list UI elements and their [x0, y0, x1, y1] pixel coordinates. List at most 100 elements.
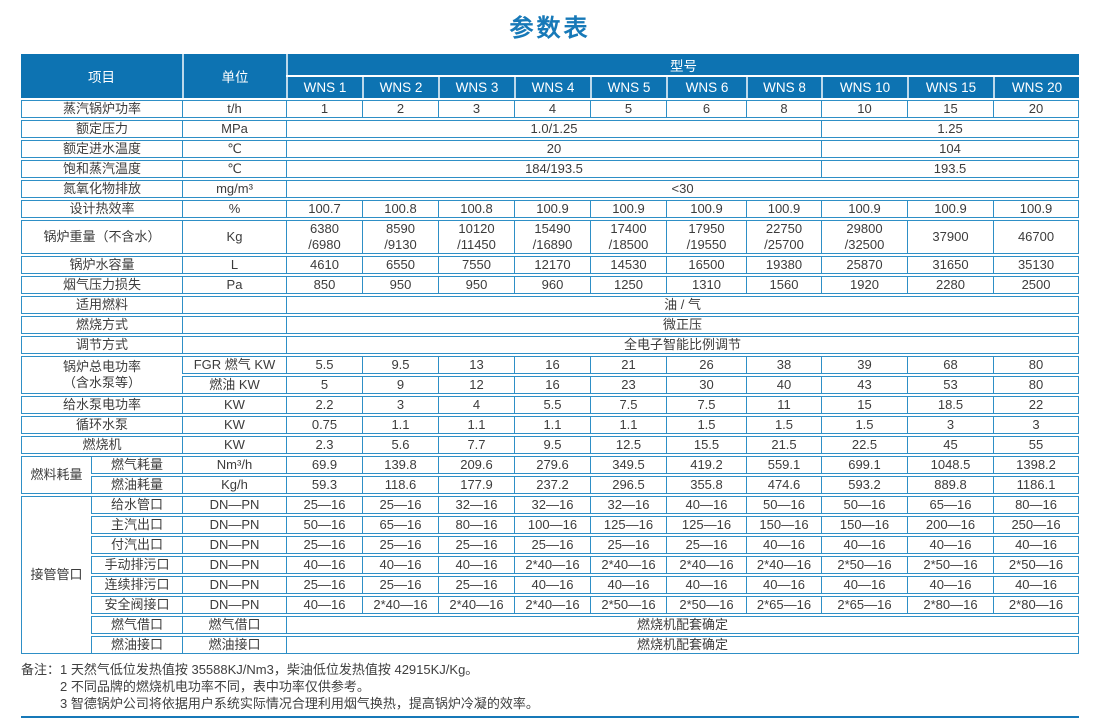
table-cell: 5.6 [362, 436, 438, 454]
table-cell: 17950 /19550 [666, 220, 746, 254]
table-row: 蒸汽锅炉功率 t/h 1 2 3 4 5 6 8 10 15 20 [21, 100, 1080, 118]
table-cell: 15.5 [666, 436, 746, 454]
table-cell: Pa [182, 276, 286, 294]
table-cell: 燃烧机配套确定 [286, 636, 1080, 654]
table-cell: 8590 /9130 [362, 220, 438, 254]
table-cell: 给水管口 [91, 496, 182, 514]
table-cell: KW [182, 416, 286, 434]
table-cell: 65—16 [907, 496, 993, 514]
table-cell: 燃烧方式 [21, 316, 182, 334]
table-row: 项目 单位 型号 [21, 54, 1080, 98]
table-cell: 25—16 [666, 536, 746, 554]
table-cell: 15 [821, 396, 907, 414]
table-cell: 22.5 [821, 436, 907, 454]
table-cell: 474.6 [746, 476, 821, 494]
note-line: 2 不同品牌的燃烧机电功率不同，表中功率仅供参考。 [60, 679, 370, 694]
table-cell: 100.9 [821, 200, 907, 218]
table-cell: 2280 [907, 276, 993, 294]
table-cell [182, 296, 286, 314]
table-cell: 3 [993, 416, 1080, 434]
table-cell: 2*40—16 [590, 556, 666, 574]
table-cell: 80 [993, 356, 1080, 374]
table-row: 给水泵电功率 KW 2.2 3 4 5.5 7.5 7.5 11 15 18.5 22 [21, 396, 1080, 414]
table-row: 安全阀接口 DN—PN 40—16 2*40—16 2*40—16 2*40—16 2*50… [21, 596, 1080, 614]
table-cell: 1.0/1.25 [286, 120, 821, 138]
note-line: 3 智德锅炉公司将依据用户系统实际情况合理利用烟气换热，提高锅炉冷凝的效率。 [60, 696, 539, 711]
header-cell: WNS 8 [746, 77, 821, 98]
table-cell: 25—16 [286, 576, 362, 594]
table-cell: 69.9 [286, 456, 362, 474]
table-cell: 26 [666, 356, 746, 374]
table-cell: 40—16 [286, 596, 362, 614]
table-row: 锅炉水容量 L 4610 6550 7550 12170 14530 16500 19380 25… [21, 256, 1080, 274]
table-cell: 68 [907, 356, 993, 374]
table-cell: 设计热效率 [21, 200, 182, 218]
table-cell: 燃油接口 [182, 636, 286, 654]
table-row: 烟气压力损失 Pa 850 950 950 960 1250 1310 1560 1920 2280… [21, 276, 1080, 294]
table-cell: 7.5 [590, 396, 666, 414]
table-cell: 593.2 [821, 476, 907, 494]
table-cell: 100.8 [362, 200, 438, 218]
table-cell: 主汽出口 [91, 516, 182, 534]
table-cell: 燃油接口 [91, 636, 182, 654]
table-cell: 12 [438, 376, 514, 394]
table-cell: 50—16 [821, 496, 907, 514]
table-cell: 37900 [907, 220, 993, 254]
notes: 备注： 1 天然气低位发热值按 35588KJ/Nm3，柴油低位发热值按 429… [21, 661, 1079, 712]
header-cell: WNS 15 [907, 77, 993, 98]
table-cell: 2*40—16 [666, 556, 746, 574]
table-cell: 40—16 [993, 536, 1080, 554]
table-row: 氮氧化物排放 mg/m³ <30 [21, 180, 1080, 198]
table-cell: 12170 [514, 256, 590, 274]
table-cell: ℃ [182, 140, 286, 158]
page-title: 参数表 [509, 15, 591, 42]
table-row: 主汽出口 DN—PN 50—16 65—16 80—16 100—16 125—16 125—… [21, 516, 1080, 534]
table-cell: 1.1 [590, 416, 666, 434]
table-row: 燃油接口 燃油接口 燃烧机配套确定 [21, 636, 1080, 654]
table-cell: 40—16 [907, 576, 993, 594]
table-cell: 40—16 [514, 576, 590, 594]
table-cell: 80—16 [993, 496, 1080, 514]
table-cell: 193.5 [821, 160, 1080, 178]
table-cell: L [182, 256, 286, 274]
table-cell: 32—16 [438, 496, 514, 514]
table-cell: 139.8 [362, 456, 438, 474]
table-cell: 手动排污口 [91, 556, 182, 574]
table-cell: 889.8 [907, 476, 993, 494]
table-cell: 21 [590, 356, 666, 374]
table-cell: 6550 [362, 256, 438, 274]
table-cell: 10120 /11450 [438, 220, 514, 254]
table-cell: 给水泵电功率 [21, 396, 182, 414]
table-cell: MPa [182, 120, 286, 138]
table-cell: 3 [362, 396, 438, 414]
table-cell: 50—16 [286, 516, 362, 534]
table-cell: 40—16 [666, 496, 746, 514]
table-cell: 7.7 [438, 436, 514, 454]
table-cell: 279.6 [514, 456, 590, 474]
table-cell [182, 316, 286, 334]
table-cell: 11 [746, 396, 821, 414]
table-cell: 80—16 [438, 516, 514, 534]
table-cell: 1560 [746, 276, 821, 294]
table-cell: 燃气借口 [182, 616, 286, 634]
table-cell: 2*65—16 [746, 596, 821, 614]
table-cell: 59.3 [286, 476, 362, 494]
table-cell: DN—PN [182, 496, 286, 514]
table-cell: 177.9 [438, 476, 514, 494]
table-cell: 40—16 [746, 536, 821, 554]
table-cell: 29800 /32500 [821, 220, 907, 254]
table-cell: 调节方式 [21, 336, 182, 354]
table-cell: 锅炉总电功率 （含水泵等） [21, 356, 182, 394]
table-cell: 950 [362, 276, 438, 294]
table-cell: 23 [590, 376, 666, 394]
table-cell: 10 [821, 100, 907, 118]
table-cell: 20 [286, 140, 821, 158]
table-cell: 100.9 [590, 200, 666, 218]
table-cell: 125—16 [666, 516, 746, 534]
table-cell: 559.1 [746, 456, 821, 474]
table-cell: 蒸汽锅炉功率 [21, 100, 182, 118]
table-cell: 65—16 [362, 516, 438, 534]
table-cell: 25—16 [362, 496, 438, 514]
table-row: 锅炉总电功率 （含水泵等） FGR 燃气 KW 5.5 9.5 13 16 21 26 38 39… [21, 356, 1080, 394]
table-cell: 100—16 [514, 516, 590, 534]
